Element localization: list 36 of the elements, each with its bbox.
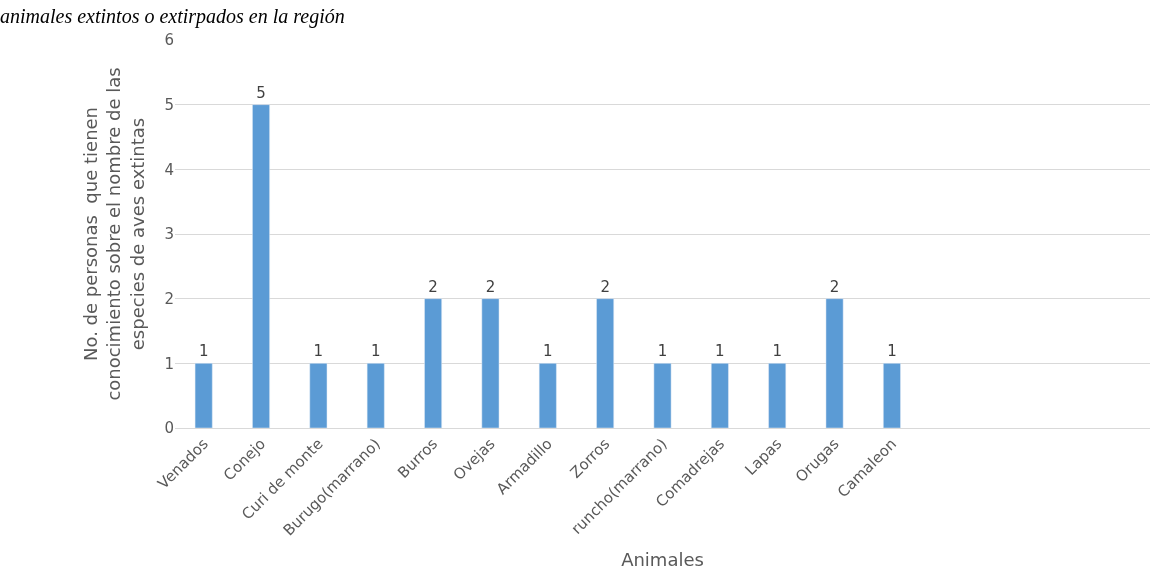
data-label: 2 <box>428 277 438 296</box>
x-axis-title: Animales <box>621 549 704 571</box>
bar <box>538 363 557 428</box>
data-label: 2 <box>600 277 610 296</box>
data-label: 1 <box>657 342 668 361</box>
y-tick-label: 1 <box>164 354 174 373</box>
y-tick-label: 4 <box>164 160 174 179</box>
bar <box>366 363 385 428</box>
bar <box>309 363 328 428</box>
y-tick-label: 5 <box>164 95 174 114</box>
data-label: 1 <box>715 342 725 361</box>
bar <box>481 298 500 428</box>
data-label: 1 <box>313 342 324 361</box>
bar <box>711 363 729 428</box>
data-label: 5 <box>256 83 266 102</box>
bar <box>424 298 442 428</box>
y-tick-label: 2 <box>164 289 174 308</box>
data-label: 1 <box>887 342 897 361</box>
data-label: 1 <box>772 342 782 361</box>
data-label: 2 <box>829 277 840 296</box>
data-label: 2 <box>485 277 496 296</box>
bar <box>596 298 614 428</box>
bar <box>883 363 901 428</box>
y-tick-label: 6 <box>164 31 174 50</box>
bar <box>768 363 787 428</box>
data-label: 1 <box>543 342 553 361</box>
y-tick-label: 0 <box>164 419 174 438</box>
y-axis-title: No. de personas que tienen conocimiento sobre el nombre de las especies de aves extintas <box>79 67 148 401</box>
chart-title: animales extintos o extirpados en la región <box>0 4 345 28</box>
data-label: 1 <box>198 342 209 361</box>
bar <box>653 363 672 428</box>
y-tick-label: 3 <box>164 225 174 244</box>
data-label: 1 <box>370 342 381 361</box>
bar <box>252 104 270 428</box>
bar <box>825 298 844 428</box>
bar <box>194 363 213 428</box>
